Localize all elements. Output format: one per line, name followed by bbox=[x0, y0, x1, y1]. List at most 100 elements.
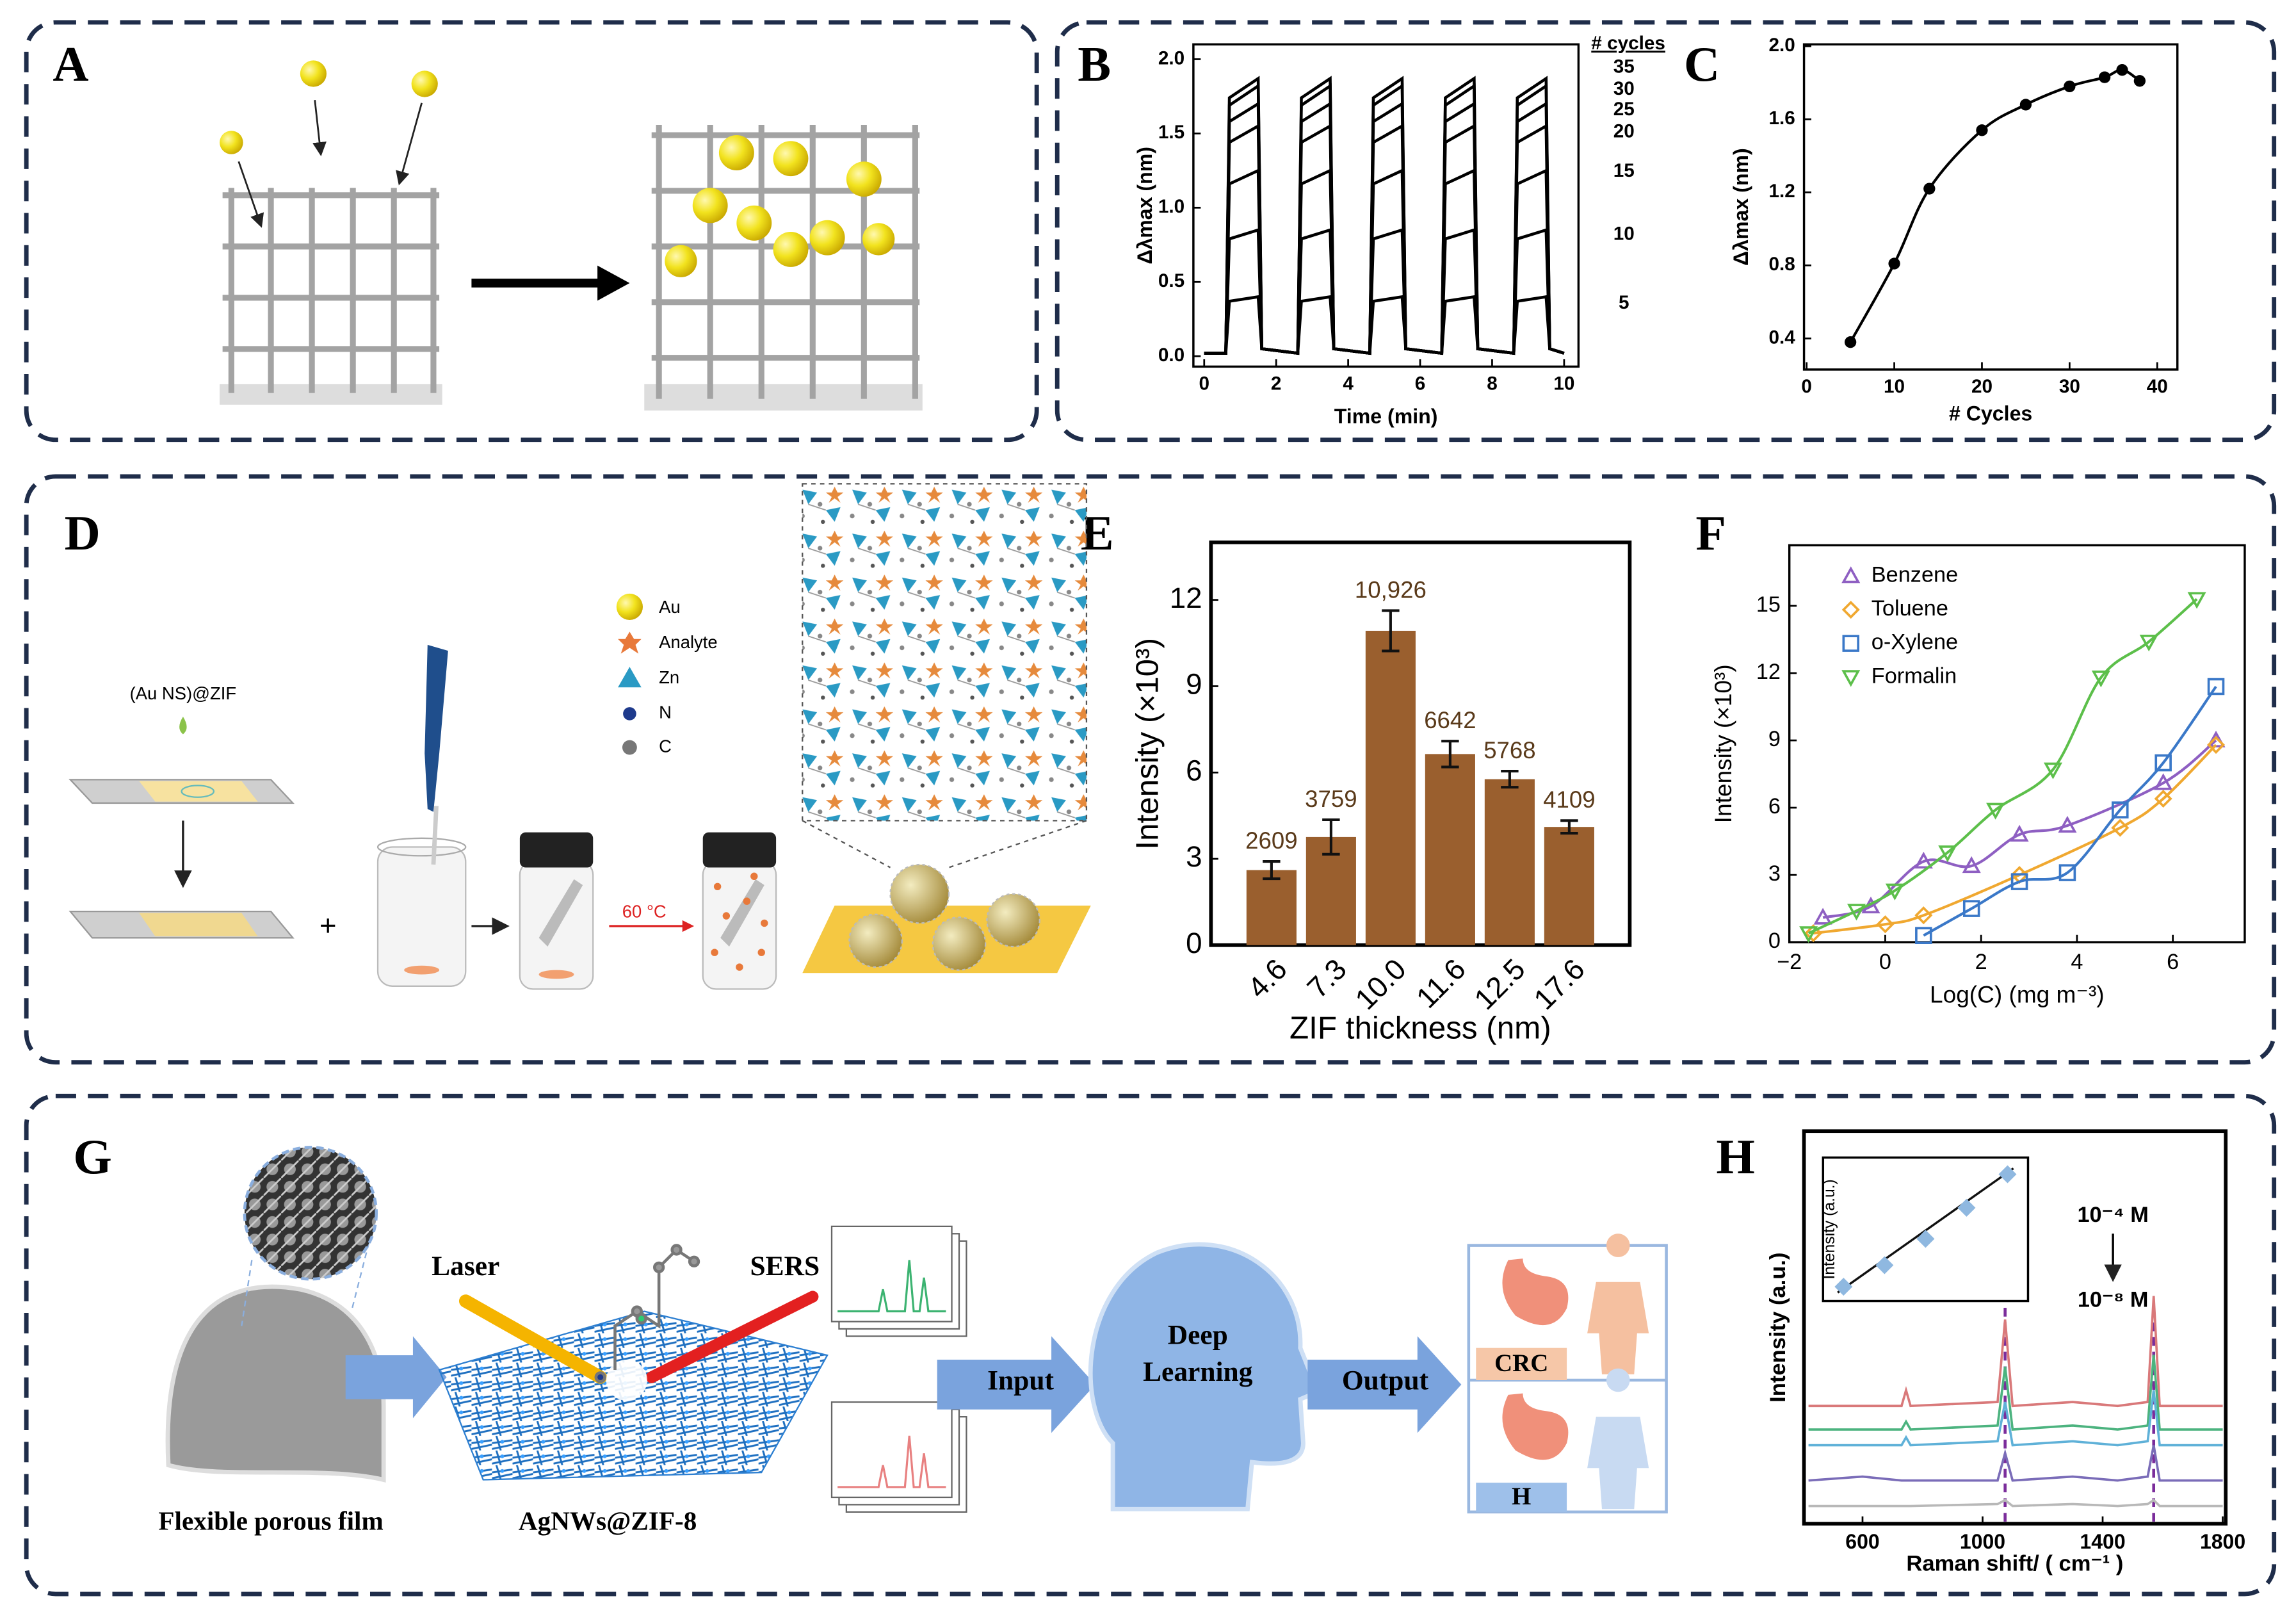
y-tick-label: 3 bbox=[1768, 861, 1781, 886]
series-label: 10 bbox=[1613, 223, 1635, 244]
y-tick-label: 9 bbox=[1768, 727, 1781, 751]
data-point bbox=[1916, 1230, 1935, 1248]
zoom-line bbox=[350, 1242, 370, 1312]
series-label: 5 bbox=[1619, 292, 1629, 313]
x-tick-label: 6 bbox=[2167, 950, 2179, 974]
x-tick-label: 6 bbox=[1415, 373, 1426, 395]
floor bbox=[644, 384, 923, 411]
temperature: 60 °C bbox=[622, 902, 667, 922]
data-point bbox=[1844, 336, 1857, 348]
y-tick-label: 2.0 bbox=[1158, 47, 1184, 69]
y-tick-label: 0.5 bbox=[1158, 270, 1184, 291]
data-point bbox=[1914, 906, 1933, 925]
droplet bbox=[179, 716, 187, 735]
data-point bbox=[2154, 773, 2173, 790]
series-label: 25 bbox=[1613, 99, 1635, 120]
frame-gh bbox=[24, 1093, 2277, 1597]
data-point bbox=[2116, 64, 2128, 76]
y-tick-label: 6 bbox=[1186, 754, 1202, 786]
sers-label: SERS bbox=[750, 1251, 820, 1282]
y-tick-label: 1.5 bbox=[1158, 122, 1184, 143]
zoom-line bbox=[802, 820, 891, 868]
spectrum bbox=[837, 1435, 946, 1488]
data-point bbox=[2207, 736, 2226, 754]
slide-in-vial bbox=[720, 879, 764, 947]
analyte bbox=[538, 970, 574, 979]
data-line bbox=[1808, 1445, 2223, 1482]
pointer-arrows bbox=[238, 100, 423, 228]
label-box bbox=[1476, 1483, 1567, 1512]
data-point bbox=[1998, 1165, 2017, 1184]
spectrum bbox=[837, 1260, 946, 1313]
pipette-tip bbox=[431, 806, 439, 865]
legend-marker bbox=[1841, 566, 1861, 583]
frame-def bbox=[24, 474, 2277, 1065]
data-point bbox=[1834, 1278, 1853, 1296]
data-point bbox=[1804, 924, 1823, 943]
annotation: 10⁻⁸ M bbox=[2078, 1288, 2149, 1312]
au-nanospheres bbox=[848, 863, 1040, 971]
series-label: 20 bbox=[1613, 120, 1635, 142]
x-tick-label: 20 bbox=[1971, 376, 1993, 397]
x-axis-label: Raman shift/ ( cm⁻¹ ) bbox=[1906, 1551, 2123, 1575]
diagram-a bbox=[220, 60, 923, 411]
data-point bbox=[2098, 71, 2111, 83]
frame-a bbox=[24, 20, 1039, 443]
chart: Intensity (a.u.) bbox=[1821, 1156, 2030, 1303]
y-tick-label: 2.0 bbox=[1769, 35, 1795, 56]
legend-label: Zn bbox=[659, 667, 679, 687]
lattice-left bbox=[222, 188, 440, 393]
x-tick-label: 2 bbox=[1975, 950, 1987, 974]
data-point bbox=[1875, 1256, 1894, 1274]
x-tick-label: 0 bbox=[1801, 376, 1812, 397]
floor bbox=[220, 384, 442, 405]
molecule bbox=[594, 1244, 700, 1383]
y-tick-label: 6 bbox=[1768, 794, 1781, 818]
legend-n bbox=[623, 707, 636, 721]
stomach bbox=[1502, 1258, 1569, 1326]
data-point bbox=[1847, 904, 1866, 921]
y-tick-label: 1.2 bbox=[1769, 181, 1795, 202]
y-tick-label: 0.8 bbox=[1769, 254, 1795, 275]
head bbox=[1088, 1242, 1321, 1511]
film bbox=[139, 781, 258, 802]
x-axis-label: Time (min) bbox=[1334, 405, 1438, 428]
x-tick-label: 1400 bbox=[2080, 1530, 2125, 1553]
y-tick-label: 12 bbox=[1170, 582, 1202, 614]
y-tick-label: 12 bbox=[1756, 660, 1781, 684]
au-particles bbox=[220, 60, 895, 277]
y-tick-label: 0.0 bbox=[1158, 345, 1184, 366]
legend-au bbox=[616, 593, 643, 621]
analyte-dots bbox=[711, 872, 768, 971]
panel-label: H bbox=[1716, 1129, 1754, 1184]
cap bbox=[519, 832, 594, 868]
x-tick-label: 4 bbox=[2071, 950, 2083, 974]
data-point bbox=[1799, 926, 1818, 943]
arrow-head bbox=[597, 265, 630, 301]
output-arrow bbox=[1307, 1336, 1462, 1433]
bar bbox=[1425, 754, 1475, 945]
legend-label: N bbox=[659, 703, 672, 722]
substrate-label: AgNWs@ZIF-8 bbox=[519, 1506, 697, 1536]
y-axis-label: Intensity (a.u.) bbox=[1821, 1179, 1838, 1279]
x-tick-label: 10 bbox=[1884, 376, 1905, 397]
data-line bbox=[1808, 1499, 2223, 1508]
legend-c bbox=[622, 740, 637, 755]
x-tick-label: 0 bbox=[1879, 950, 1891, 974]
y-axis-label: Intensity (×10³) bbox=[1710, 664, 1736, 823]
panel-label: A bbox=[53, 37, 88, 92]
legend-label: Benzene bbox=[1872, 563, 1958, 587]
film bbox=[139, 913, 258, 937]
analyte bbox=[404, 965, 440, 975]
data-point bbox=[2155, 754, 2172, 772]
charts: 0.0 0.5 1.0 1.5 2.0 0 2 4 6 8 10 Time (min) Δλmax (n… bbox=[1129, 33, 2246, 1575]
panel-label: G bbox=[73, 1129, 111, 1184]
y-tick-label: 3 bbox=[1186, 840, 1202, 873]
input-arrow bbox=[937, 1336, 1095, 1433]
y-tick-label: 0.4 bbox=[1769, 327, 1796, 348]
vial bbox=[376, 846, 467, 987]
legend-label: Analyte bbox=[659, 632, 718, 652]
